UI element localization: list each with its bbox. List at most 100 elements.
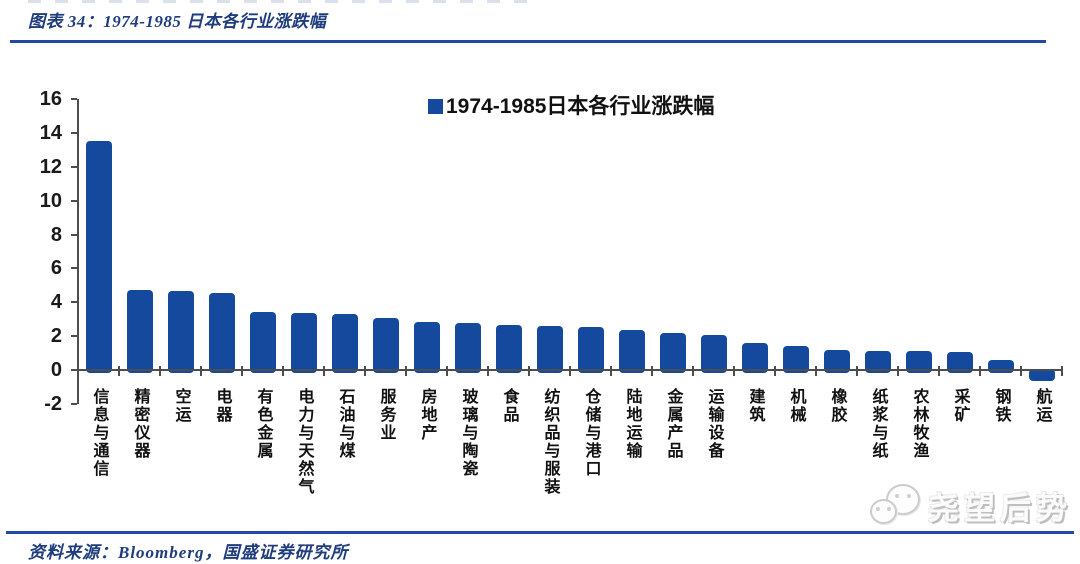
y-axis-tick-label: 4 — [50, 291, 62, 314]
x-axis-tick — [282, 366, 284, 377]
x-axis-category-label: 纺织品与服装 — [541, 388, 559, 497]
bar-仓储与港口 — [577, 326, 604, 374]
x-axis-tick — [323, 366, 325, 377]
x-axis-category-label: 房地产 — [418, 388, 436, 443]
x-axis-tick — [569, 366, 571, 377]
bar-精密仪器 — [126, 290, 153, 374]
y-axis-tick — [71, 98, 77, 100]
y-axis-tick-label: -2 — [44, 393, 62, 415]
x-axis-category-label: 橡胶 — [828, 388, 846, 425]
x-axis-tick — [651, 366, 653, 377]
x-axis-category-label: 电力与天然气 — [295, 388, 313, 497]
bar-钢铁 — [987, 359, 1014, 374]
x-axis-category-label: 食品 — [500, 388, 518, 425]
y-axis-line — [77, 99, 79, 404]
bar-石油与煤 — [331, 314, 358, 374]
wechat-bubbles-icon — [868, 482, 922, 528]
x-axis-category-label: 空运 — [172, 388, 190, 425]
x-axis-tick — [405, 366, 407, 377]
bar-纸浆与纸 — [864, 350, 891, 374]
source-note: 资料来源：Bloomberg，国盛证券研究所 — [28, 543, 349, 562]
bar-食品 — [495, 325, 522, 374]
watermark-text: 尧望后势 — [928, 491, 1072, 526]
y-axis-tick-label: 8 — [50, 223, 62, 246]
x-axis-category-label: 机械 — [787, 388, 805, 425]
bar-橡胶 — [823, 349, 850, 374]
watermark: 尧望后势 — [868, 482, 1072, 528]
x-axis-category-label: 采矿 — [951, 388, 969, 425]
bar-信息与通信 — [85, 141, 112, 374]
x-axis-category-label: 金属产品 — [664, 388, 682, 461]
x-axis-category-label: 仓储与港口 — [582, 388, 600, 479]
x-axis-category-label: 服务业 — [377, 388, 395, 443]
x-axis-tick — [692, 366, 694, 377]
figure-title: 图表 34：1974-1985 日本各行业涨跌幅 — [28, 12, 327, 31]
bar-机械 — [782, 345, 809, 374]
chart-legend: 1974-1985日本各行业涨跌幅 — [428, 90, 714, 120]
bar-建筑 — [741, 343, 768, 374]
x-axis-category-label: 信息与通信 — [90, 388, 108, 479]
bar-空运 — [167, 291, 194, 374]
x-axis-tick — [1020, 366, 1022, 377]
title-rule — [10, 40, 1046, 43]
x-axis-tick — [487, 366, 489, 377]
x-axis-category-label: 农林牧渔 — [910, 388, 928, 461]
x-axis-category-label: 精密仪器 — [131, 388, 149, 461]
bar-电器 — [208, 293, 235, 374]
y-axis-tick-label: 16 — [39, 88, 62, 110]
x-axis-tick — [200, 366, 202, 377]
bar-电力与天然气 — [290, 312, 317, 374]
bar-航运 — [1028, 369, 1055, 381]
bar-运输设备 — [700, 334, 727, 374]
bar-农林牧渔 — [905, 351, 932, 374]
y-axis-tick — [71, 267, 77, 270]
x-axis-tick — [1061, 366, 1063, 377]
x-axis-category-label: 石油与煤 — [336, 388, 354, 461]
x-axis-tick — [446, 366, 448, 377]
y-axis-tick — [71, 301, 77, 304]
y-axis-tick-label: 14 — [39, 121, 62, 144]
bar-陆地运输 — [618, 330, 645, 374]
y-axis-tick — [71, 165, 77, 168]
y-axis-tick-label: 10 — [39, 189, 62, 212]
x-axis-tick — [118, 366, 120, 377]
y-axis-tick-label: 2 — [50, 325, 62, 348]
legend-swatch-icon — [428, 98, 443, 114]
x-axis-category-label: 有色金属 — [254, 388, 272, 461]
bar-有色金属 — [249, 311, 276, 374]
x-axis-category-label: 钢铁 — [992, 388, 1010, 425]
bar-房地产 — [413, 321, 440, 374]
bar-纺织品与服装 — [536, 326, 563, 374]
x-axis-tick — [897, 366, 899, 377]
x-axis-tick — [938, 366, 940, 377]
y-axis-tick — [71, 369, 77, 372]
x-axis-category-label: 电器 — [213, 388, 231, 425]
bar-采矿 — [946, 352, 973, 374]
x-axis-tick — [856, 366, 858, 377]
x-axis-category-label: 运输设备 — [705, 388, 723, 461]
cropped-text-artifact — [28, 0, 528, 3]
x-axis-category-label: 建筑 — [746, 388, 764, 425]
bar-服务业 — [372, 317, 399, 374]
x-axis-category-label: 玻璃与陶瓷 — [459, 388, 477, 479]
y-axis-tick — [71, 335, 77, 338]
x-axis-tick — [528, 366, 530, 377]
x-axis-tick — [774, 366, 776, 377]
x-axis-tick — [815, 366, 817, 377]
y-axis-tick — [71, 199, 77, 202]
x-axis-tick — [733, 366, 735, 377]
x-axis-tick — [364, 366, 366, 377]
x-axis-tick — [610, 366, 612, 377]
bar-金属产品 — [659, 332, 686, 374]
y-axis-tick — [71, 233, 77, 236]
y-axis-tick-label: 0 — [50, 359, 62, 382]
x-axis-tick — [241, 366, 243, 377]
footer-rule — [6, 531, 1074, 534]
x-axis-tick — [159, 366, 161, 377]
x-axis-category-label: 航运 — [1033, 388, 1051, 425]
y-axis-tick-label: 6 — [50, 257, 62, 280]
x-axis-category-label: 纸浆与纸 — [869, 388, 887, 461]
x-axis-tick — [979, 366, 981, 377]
y-axis-tick — [71, 403, 77, 405]
